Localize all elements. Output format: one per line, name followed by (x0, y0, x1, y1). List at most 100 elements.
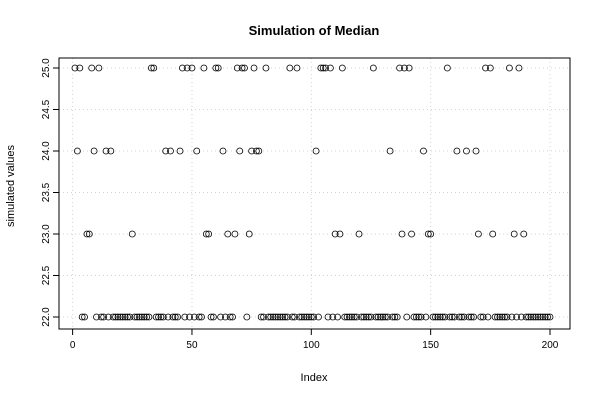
data-point (253, 147, 260, 155)
data-point (448, 313, 456, 321)
data-point (541, 313, 549, 321)
data-point (162, 147, 170, 155)
data-point (417, 313, 425, 321)
data-point (384, 313, 392, 321)
data-point (150, 64, 158, 72)
data-point (286, 64, 294, 72)
data-point (83, 230, 91, 238)
data-point (398, 230, 406, 238)
data-point (506, 64, 513, 72)
data-point (102, 147, 110, 155)
data-point (124, 313, 131, 321)
data-point (121, 313, 129, 321)
data-point (420, 147, 427, 155)
data-point (391, 313, 399, 321)
y-tick-label: 25.0 (41, 58, 52, 78)
data-point (360, 313, 368, 321)
data-point (539, 313, 547, 321)
data-point (93, 313, 100, 321)
data-point (327, 64, 334, 72)
data-point (255, 147, 263, 155)
data-point (293, 64, 301, 72)
data-point (434, 313, 442, 321)
data-point (233, 64, 241, 72)
data-point (474, 230, 482, 238)
data-point (532, 313, 540, 321)
data-point (472, 147, 480, 155)
data-point (496, 313, 504, 321)
data-point (274, 313, 282, 321)
data-point (322, 64, 330, 72)
data-point (477, 313, 485, 321)
data-point (291, 313, 298, 321)
data-point (131, 313, 139, 321)
data-point (126, 313, 134, 321)
data-point (334, 313, 341, 321)
data-point (73, 147, 81, 155)
data-point (260, 313, 267, 321)
data-point (257, 313, 265, 321)
data-point (362, 313, 370, 321)
data-point (288, 313, 296, 321)
y-tick-label: 24.0 (41, 141, 52, 161)
data-point (479, 313, 487, 321)
data-point (467, 313, 475, 321)
data-point (107, 147, 115, 155)
data-point (374, 313, 382, 321)
data-point (119, 313, 127, 321)
data-point (436, 313, 444, 321)
data-point (455, 313, 463, 321)
data-point (470, 313, 478, 321)
data-point (207, 313, 215, 321)
data-point (451, 313, 458, 321)
x-tick-label: 50 (186, 340, 198, 351)
data-point (405, 64, 413, 72)
data-point (393, 313, 401, 321)
data-point (152, 313, 160, 321)
data-point (484, 313, 492, 321)
data-point (95, 64, 103, 72)
y-tick-label: 23.5 (41, 182, 52, 202)
data-point (279, 313, 287, 321)
data-point (236, 147, 244, 155)
data-point (210, 313, 217, 321)
data-point (195, 313, 203, 321)
data-point (202, 230, 210, 238)
data-point (513, 313, 520, 321)
data-point (489, 230, 497, 238)
axis-ticks: 0 50 100 150 200 22.0 22.5 23.0 23.5 24.0 24.5 25.0 (41, 58, 559, 351)
data-point (400, 64, 408, 72)
data-point (389, 313, 396, 321)
data-point (114, 313, 122, 321)
data-point (525, 313, 532, 321)
data-point (169, 313, 177, 321)
data-point (396, 64, 404, 72)
data-point (379, 313, 387, 321)
data-point (439, 313, 446, 321)
y-tick-label: 24.5 (41, 99, 52, 119)
data-point (305, 313, 313, 321)
data-point (214, 64, 222, 72)
plot-frame (58, 57, 571, 330)
data-point (272, 313, 279, 321)
data-point (250, 64, 258, 72)
data-point (317, 64, 325, 72)
data-point (324, 313, 332, 321)
data-point (463, 147, 470, 155)
data-point (100, 313, 108, 321)
data-point (508, 313, 516, 321)
x-tick-label: 0 (70, 340, 76, 351)
data-point (412, 313, 420, 321)
data-point (410, 313, 418, 321)
data-point (159, 313, 167, 321)
data-point (116, 313, 124, 321)
data-point (88, 64, 96, 72)
data-point (143, 313, 151, 321)
data-point (432, 313, 439, 321)
data-point (336, 230, 344, 238)
data-point (307, 313, 315, 321)
x-tick-label: 100 (303, 340, 320, 351)
data-point (494, 313, 501, 321)
data-point (422, 313, 430, 321)
data-point (300, 313, 308, 321)
